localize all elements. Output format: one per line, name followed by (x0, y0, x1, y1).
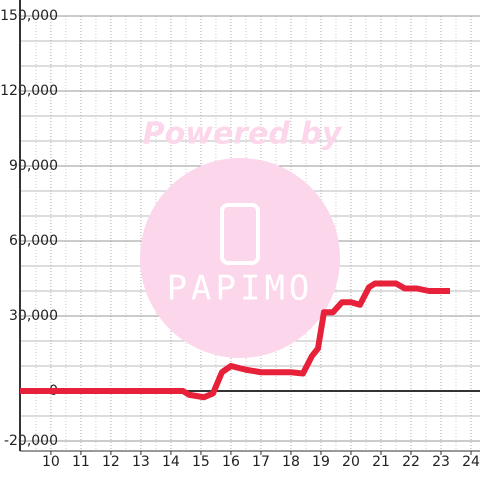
watermark-phone (220, 203, 260, 265)
x-tick-label: 15 (192, 454, 210, 470)
x-tick-label: 18 (282, 454, 300, 470)
watermark-text: Powered by (143, 117, 343, 152)
x-tick-label: 12 (102, 454, 120, 470)
x-tick-label: 22 (402, 454, 420, 470)
x-tick-label: 21 (372, 454, 390, 470)
x-tick-label: 19 (312, 454, 330, 470)
x-tick-label: 17 (252, 454, 270, 470)
line (20, 280, 450, 401)
x-tick-label: 16 (222, 454, 240, 470)
x-tick-label: 14 (162, 454, 180, 470)
y-tick-label: 120,000 (0, 83, 58, 99)
y-tick-label: 60,000 (9, 233, 58, 249)
x-tick-label: 11 (72, 454, 90, 470)
x-tick-label: 24 (462, 454, 480, 470)
x-tick-label: 20 (342, 454, 360, 470)
watermark-logo: PAPIMO (167, 269, 314, 309)
watermark: Powered by PAPIMO (140, 117, 343, 358)
x-tick-label: 23 (432, 454, 450, 470)
y-tick-label: 150,000 (0, 8, 58, 24)
y-tick-label: 90,000 (9, 158, 58, 174)
y-tick-label: -20,000 (4, 433, 58, 449)
x-tick-label: 10 (42, 454, 60, 470)
x-tick-label: 13 (132, 454, 150, 470)
watermark-circle (140, 158, 340, 358)
y-tick-label: 30,000 (9, 308, 58, 324)
